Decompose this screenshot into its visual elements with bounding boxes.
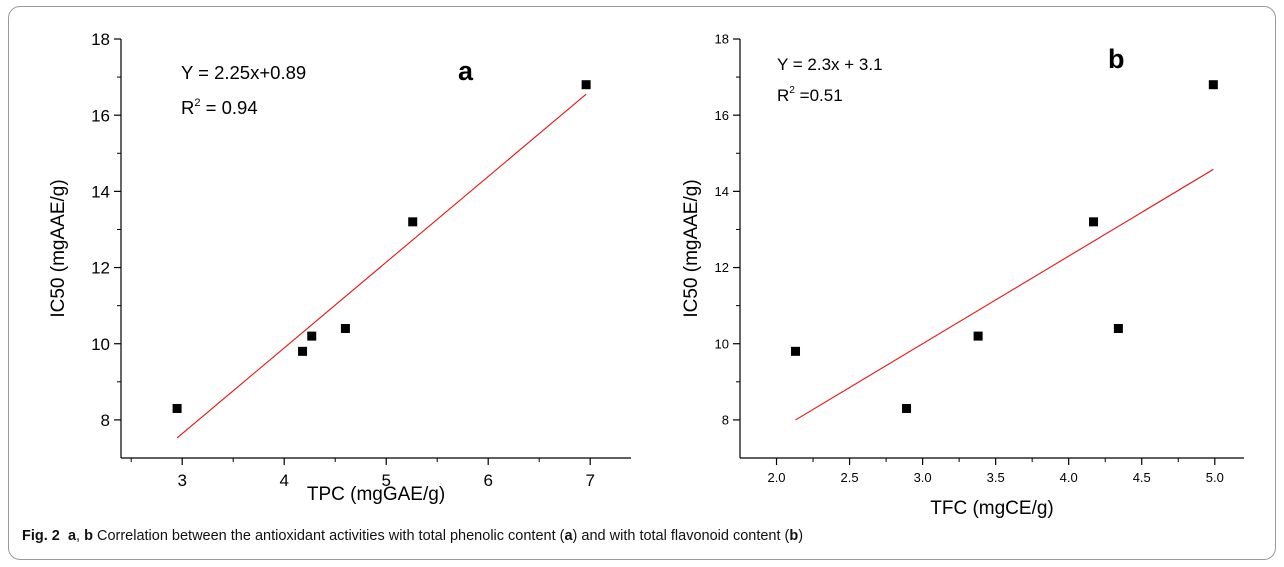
x-axis-label: TFC (mgCE/g) xyxy=(930,498,1054,519)
data-point xyxy=(1113,323,1123,333)
data-point xyxy=(973,331,983,341)
x-tick-label: 6 xyxy=(483,471,492,490)
caption-a2: a xyxy=(564,528,573,544)
x-tick-label: 2.0 xyxy=(767,470,785,485)
r2-label: R2 =0.51 xyxy=(777,85,843,105)
x-tick-label: 3.5 xyxy=(987,470,1005,485)
data-point xyxy=(1208,80,1218,90)
caption-sep: , xyxy=(76,528,85,544)
y-tick-label: 16 xyxy=(715,108,729,123)
x-tick-label: 5.0 xyxy=(1206,470,1224,485)
caption-text3: ) xyxy=(798,528,804,544)
x-tick-label: 5 xyxy=(381,471,390,490)
fit-line xyxy=(795,168,1214,421)
y-tick-label: 8 xyxy=(101,411,110,430)
caption-a: a xyxy=(67,528,77,544)
data-point xyxy=(1089,217,1099,227)
caption-text1: Correlation between the antioxidant acti… xyxy=(92,528,565,544)
x-tick-label: 3 xyxy=(177,471,186,490)
equation-label: Y = 2.25x+0.89 xyxy=(181,62,306,83)
data-point xyxy=(340,323,350,333)
data-point xyxy=(172,403,182,413)
caption-b2: b xyxy=(789,528,799,544)
x-axis-label: TPC (mgGAE/g) xyxy=(307,484,445,505)
x-tick-label: 4 xyxy=(279,471,288,490)
x-tick-label: 3.0 xyxy=(914,470,932,485)
caption-b: b xyxy=(84,528,93,544)
y-tick-label: 12 xyxy=(715,260,729,275)
x-tick-label: 2.5 xyxy=(841,470,859,485)
panel-letter: b xyxy=(1108,44,1125,74)
chart-panel-b: 8 10 12 14 16 18 2.0 2.5 3.0 3.5 4.0 4.5 5.0 TFC (mgC… xyxy=(681,32,1244,519)
figure-frame xyxy=(8,6,1276,560)
data-point xyxy=(298,346,308,356)
y-tick-label: 10 xyxy=(715,336,729,351)
equation-label: Y = 2.3x + 3.1 xyxy=(777,55,883,74)
y-tick-label: 18 xyxy=(91,30,110,49)
figure-caption: Fig. 2 a, b Correlation between the anti… xyxy=(22,528,1262,544)
data-point xyxy=(791,346,801,356)
y-tick-label: 8 xyxy=(722,413,729,428)
x-tick-label: 4.0 xyxy=(1060,470,1078,485)
chart-panel-a: 8 10 12 14 16 18 3 4 5 6 7 TPC (mgGAE/g) IC50 (mgAAE… xyxy=(48,30,631,505)
x-tick-label: 7 xyxy=(585,471,594,490)
y-tick-label: 14 xyxy=(715,184,729,199)
data-point xyxy=(307,331,317,341)
panel-letter: a xyxy=(458,56,474,86)
y-tick-label: 14 xyxy=(91,182,110,201)
r2-label: R2 = 0.94 xyxy=(181,97,258,118)
x-tick-label: 4.5 xyxy=(1133,470,1151,485)
y-tick-label: 18 xyxy=(715,32,729,47)
data-point xyxy=(581,80,591,90)
data-point xyxy=(408,217,418,227)
y-tick-label: 12 xyxy=(91,259,110,278)
y-axis-label: IC50 (mgAAE/g) xyxy=(681,179,702,317)
y-axis-label: IC50 (mgAAE/g) xyxy=(48,179,69,317)
caption-fig-label: Fig. 2 xyxy=(22,528,60,544)
y-tick-label: 10 xyxy=(91,335,110,354)
caption-text2: ) and with total flavonoid content ( xyxy=(572,528,790,544)
y-tick-label: 16 xyxy=(91,106,110,125)
data-point xyxy=(902,403,912,413)
fit-line xyxy=(176,93,587,439)
